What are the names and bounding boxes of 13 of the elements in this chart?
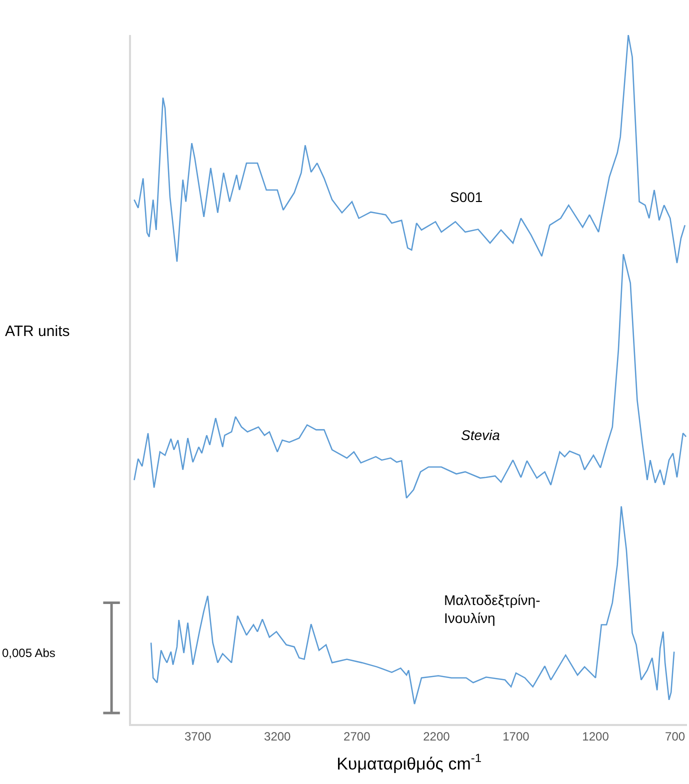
x-tick-label: 2700 — [344, 729, 371, 744]
x-tick-label: 3200 — [264, 729, 292, 744]
y-axis-title: ATR units — [5, 323, 70, 340]
x-tick-label: 1700 — [502, 729, 530, 744]
text: 0,005 Abs — [2, 646, 56, 660]
x-axis-title: Κυματαριθμός cm$^{-1}$ — [336, 751, 482, 774]
series-label: Stevia — [461, 427, 500, 443]
x-tick-label: 2200 — [423, 729, 450, 744]
series-label: S001 — [450, 189, 483, 205]
text: Μαλτοδεξτρίνη-Ινουλίνη — [444, 592, 541, 626]
x-tick-label: 3700 — [184, 729, 212, 744]
x-tick-label: 700 — [665, 729, 686, 744]
x-tick-label: 1200 — [582, 729, 610, 744]
